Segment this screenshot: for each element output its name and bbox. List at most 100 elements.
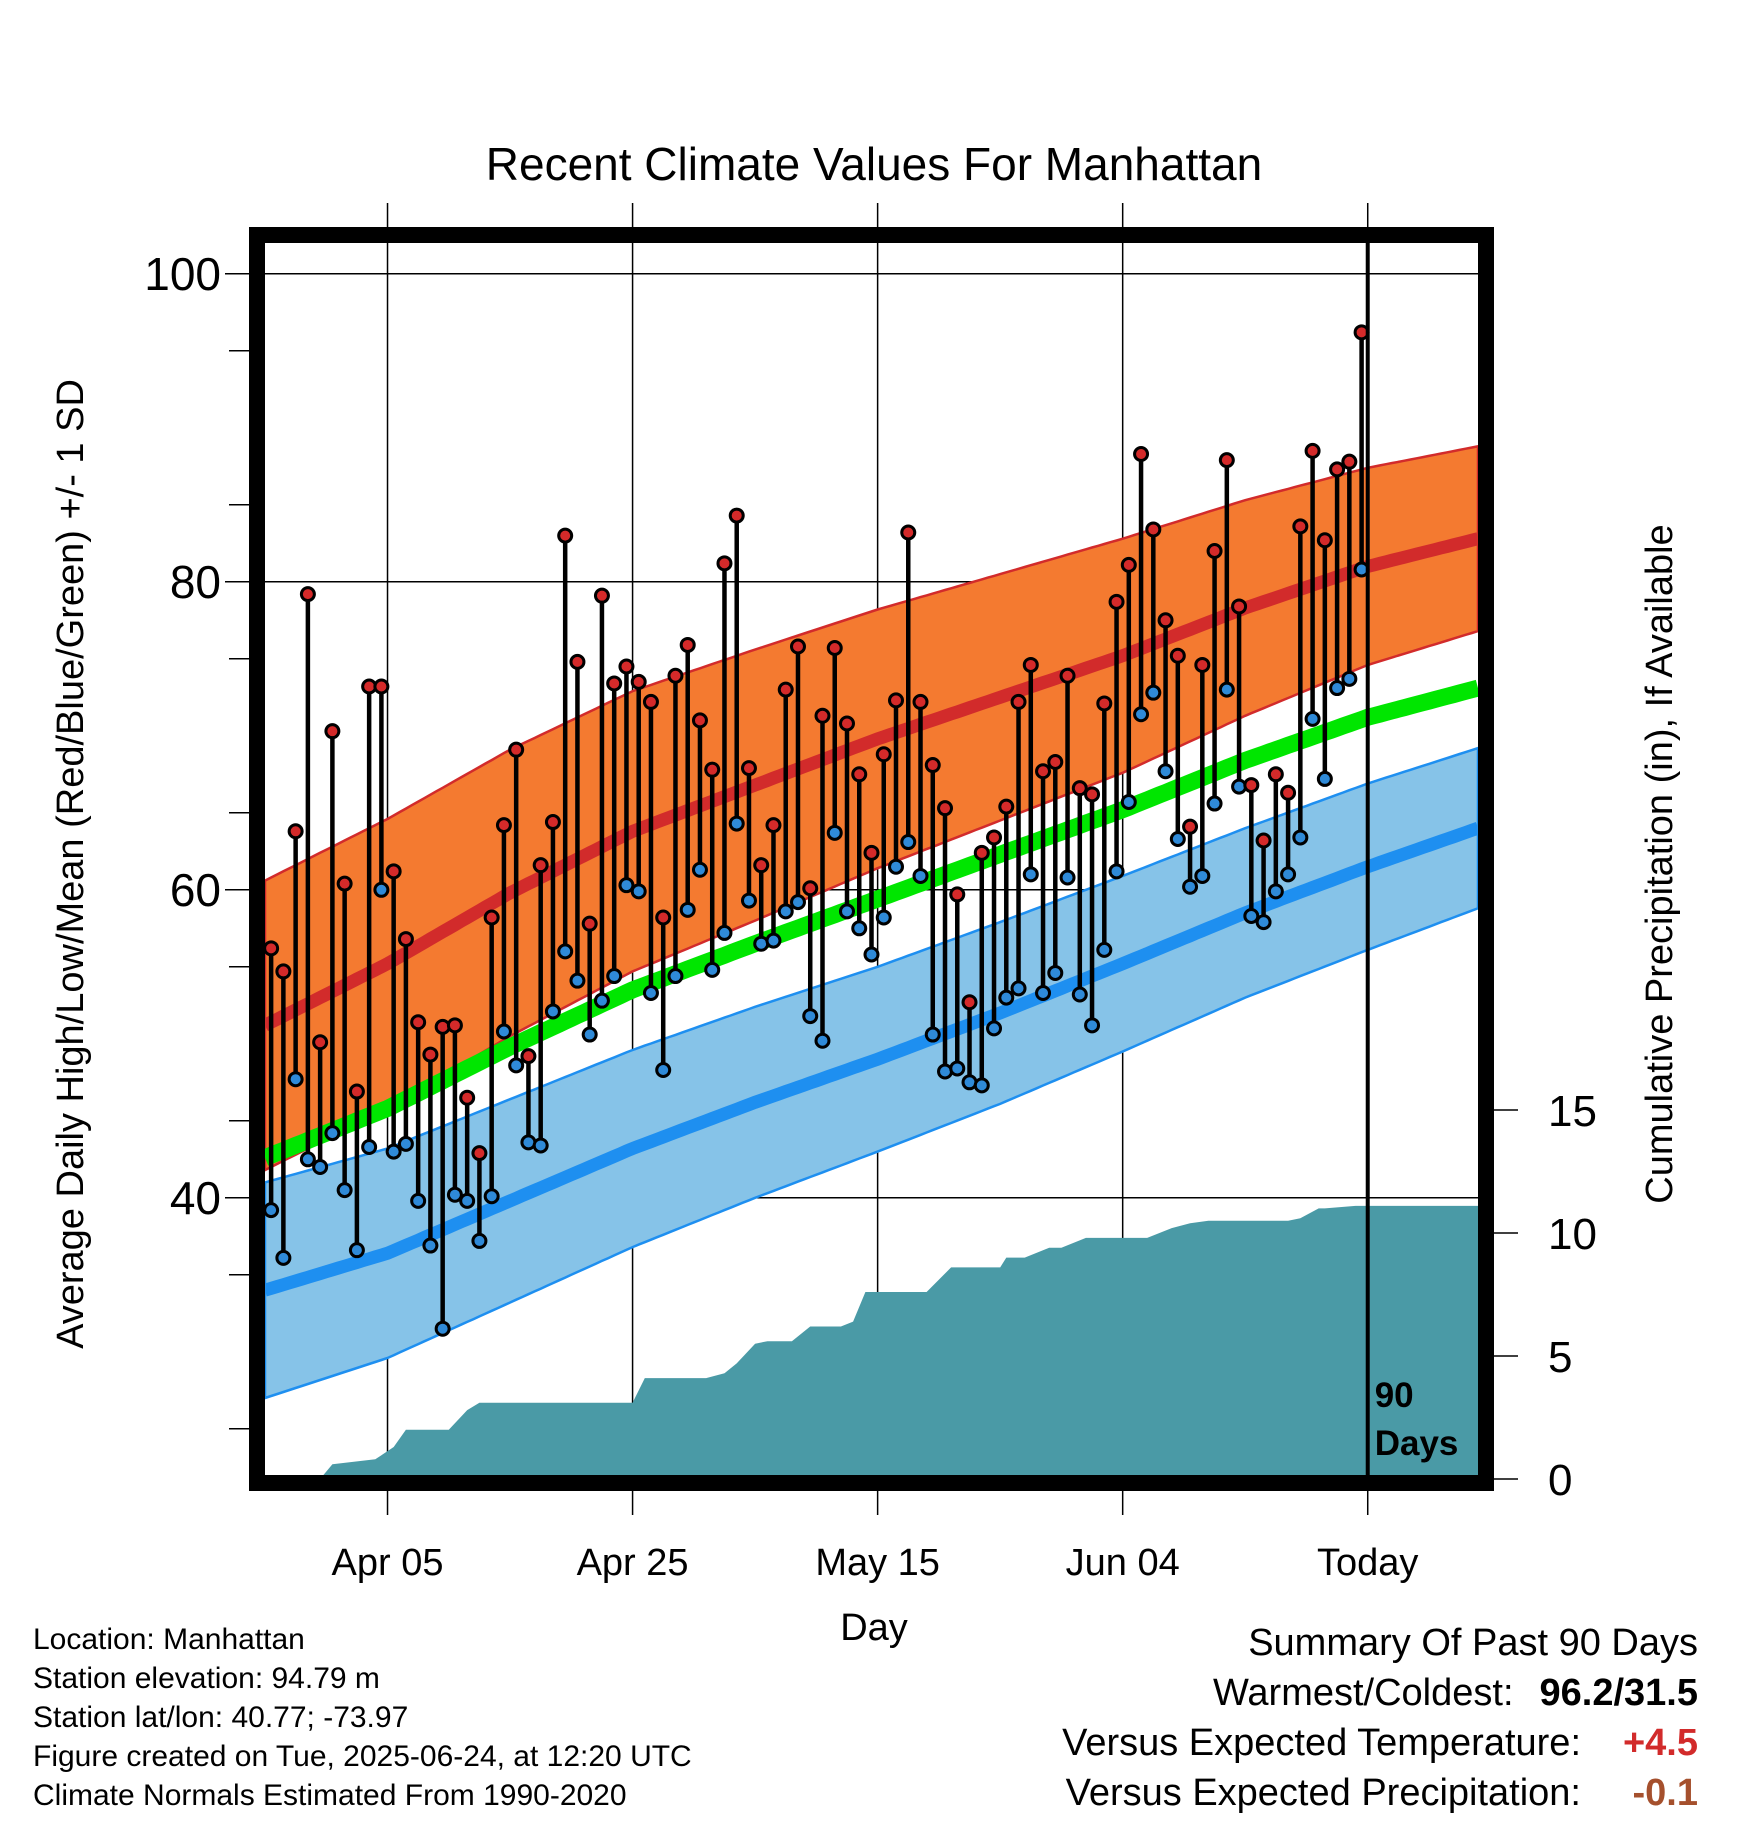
daily-low-point: [679, 901, 696, 918]
daily-low-point: [900, 834, 917, 851]
daily-high-point: [728, 507, 745, 524]
daily-high-point: [1194, 656, 1211, 673]
daily-high-point: [1071, 780, 1088, 797]
y-tick-label: 80: [170, 556, 221, 608]
low-normal-line: [265, 822, 1478, 1297]
daily-low-point: [1120, 794, 1137, 811]
daily-low-point: [495, 1023, 512, 1040]
daily-low-point: [422, 1237, 439, 1254]
y2-tick-label: 0: [1548, 1456, 1572, 1505]
daily-low-point: [1316, 770, 1333, 787]
daily-low-point: [973, 1077, 990, 1094]
daily-high-point: [422, 1046, 439, 1063]
daily-high-point: [912, 693, 929, 710]
x-tick-label: Apr 25: [577, 1542, 689, 1584]
daily-low-point: [361, 1138, 378, 1155]
daily-high-point: [704, 761, 721, 778]
y2-axis-label: Cumulative Precipitation (in), If Availa…: [1639, 524, 1681, 1203]
daily-high-point: [1133, 445, 1150, 462]
daily-high-point: [532, 857, 549, 874]
warmest-coldest-value: 96.2/31.5: [1539, 1672, 1698, 1714]
daily-high-point: [1120, 556, 1137, 573]
daily-low-point: [1157, 763, 1174, 780]
summary-precip: Versus Expected Precipitation: -0.1: [1062, 1768, 1698, 1818]
daily-high-point: [1255, 832, 1272, 849]
daily-low-point: [740, 892, 757, 909]
plot-frame: [249, 227, 1494, 1491]
daily-high-point: [949, 886, 966, 903]
daily-high-point: [998, 798, 1015, 815]
daily-high-point: [471, 1145, 488, 1162]
daily-low-point: [802, 1008, 819, 1025]
daily-low-point: [348, 1242, 365, 1259]
daily-high-point: [924, 757, 941, 774]
daily-low-point: [1255, 914, 1272, 931]
daily-low-point: [373, 881, 390, 898]
daily-low-point: [1010, 980, 1027, 997]
daily-high-point: [348, 1083, 365, 1100]
daily-low-point: [1329, 680, 1346, 697]
daily-low-point: [642, 984, 659, 1001]
y-tick-label: 40: [170, 1172, 221, 1224]
daily-low-point: [1059, 869, 1076, 886]
daily-low-point: [581, 1026, 598, 1043]
daily-high-point: [1059, 667, 1076, 684]
daily-high-point: [667, 667, 684, 684]
daily-high-point: [1169, 647, 1186, 664]
daily-low-point: [1267, 883, 1284, 900]
daily-low-point: [1035, 984, 1052, 1001]
daily-high-point: [1243, 777, 1260, 794]
daily-low-point: [287, 1071, 304, 1088]
daily-high-point: [1280, 784, 1297, 801]
daily-high-point: [642, 693, 659, 710]
daily-low-point: [875, 909, 892, 926]
precip-area: [323, 1205, 1478, 1475]
daily-high-point: [1108, 593, 1125, 610]
daily-low-point: [704, 961, 721, 978]
daily-low-point: [986, 1020, 1003, 1037]
daily-high-point: [1267, 766, 1284, 783]
daily-low-point: [1182, 878, 1199, 895]
daily-low-point: [606, 968, 623, 985]
daily-low-point: [863, 946, 880, 963]
daily-low-point: [1047, 964, 1064, 981]
daily-low-point: [765, 932, 782, 949]
daily-low-point: [1108, 863, 1125, 880]
daily-high-point: [851, 766, 868, 783]
marker-label-90: 90: [1375, 1376, 1414, 1415]
created-text: Figure created on Tue, 2025-06-24, at 12…: [33, 1740, 692, 1773]
high-normal-line: [265, 532, 1478, 1032]
daily-high-point: [875, 746, 892, 763]
daily-high-point: [544, 814, 561, 831]
daily-high-point: [900, 524, 917, 541]
daily-high-point: [606, 675, 623, 692]
daily-high-point: [397, 931, 414, 948]
location-text: Location: Manhattan: [33, 1623, 305, 1656]
summary-panel: Summary Of Past 90 Days Warmest/Coldest:…: [1062, 1618, 1698, 1818]
daily-low-point: [716, 924, 733, 941]
daily-low-point: [1084, 1017, 1101, 1034]
daily-high-point: [691, 712, 708, 729]
daily-low-point: [312, 1159, 329, 1175]
low-sd-band: [265, 746, 1478, 1400]
daily-low-point: [324, 1125, 341, 1142]
daily-low-point: [691, 861, 708, 878]
daily-low-point: [630, 883, 647, 900]
precip-anomaly-value: -0.1: [1632, 1772, 1698, 1814]
daily-low-point: [385, 1143, 402, 1160]
daily-low-point: [1169, 830, 1186, 847]
daily-high-point: [410, 1014, 427, 1031]
temp-anomaly-value: +4.5: [1622, 1722, 1698, 1764]
daily-high-point: [1010, 693, 1027, 710]
daily-high-point: [1206, 543, 1223, 559]
daily-high-point: [838, 715, 855, 732]
daily-high-point: [1182, 818, 1199, 835]
daily-high-point: [986, 829, 1003, 846]
latlon-text: Station lat/lon: 40.77; -73.97: [33, 1701, 409, 1734]
daily-high-point: [446, 1017, 463, 1034]
daily-low-point: [446, 1186, 463, 1203]
daily-low-point: [275, 1249, 292, 1266]
daily-low-point: [1341, 670, 1358, 687]
daily-low-point: [838, 903, 855, 920]
daily-low-point: [789, 894, 806, 911]
